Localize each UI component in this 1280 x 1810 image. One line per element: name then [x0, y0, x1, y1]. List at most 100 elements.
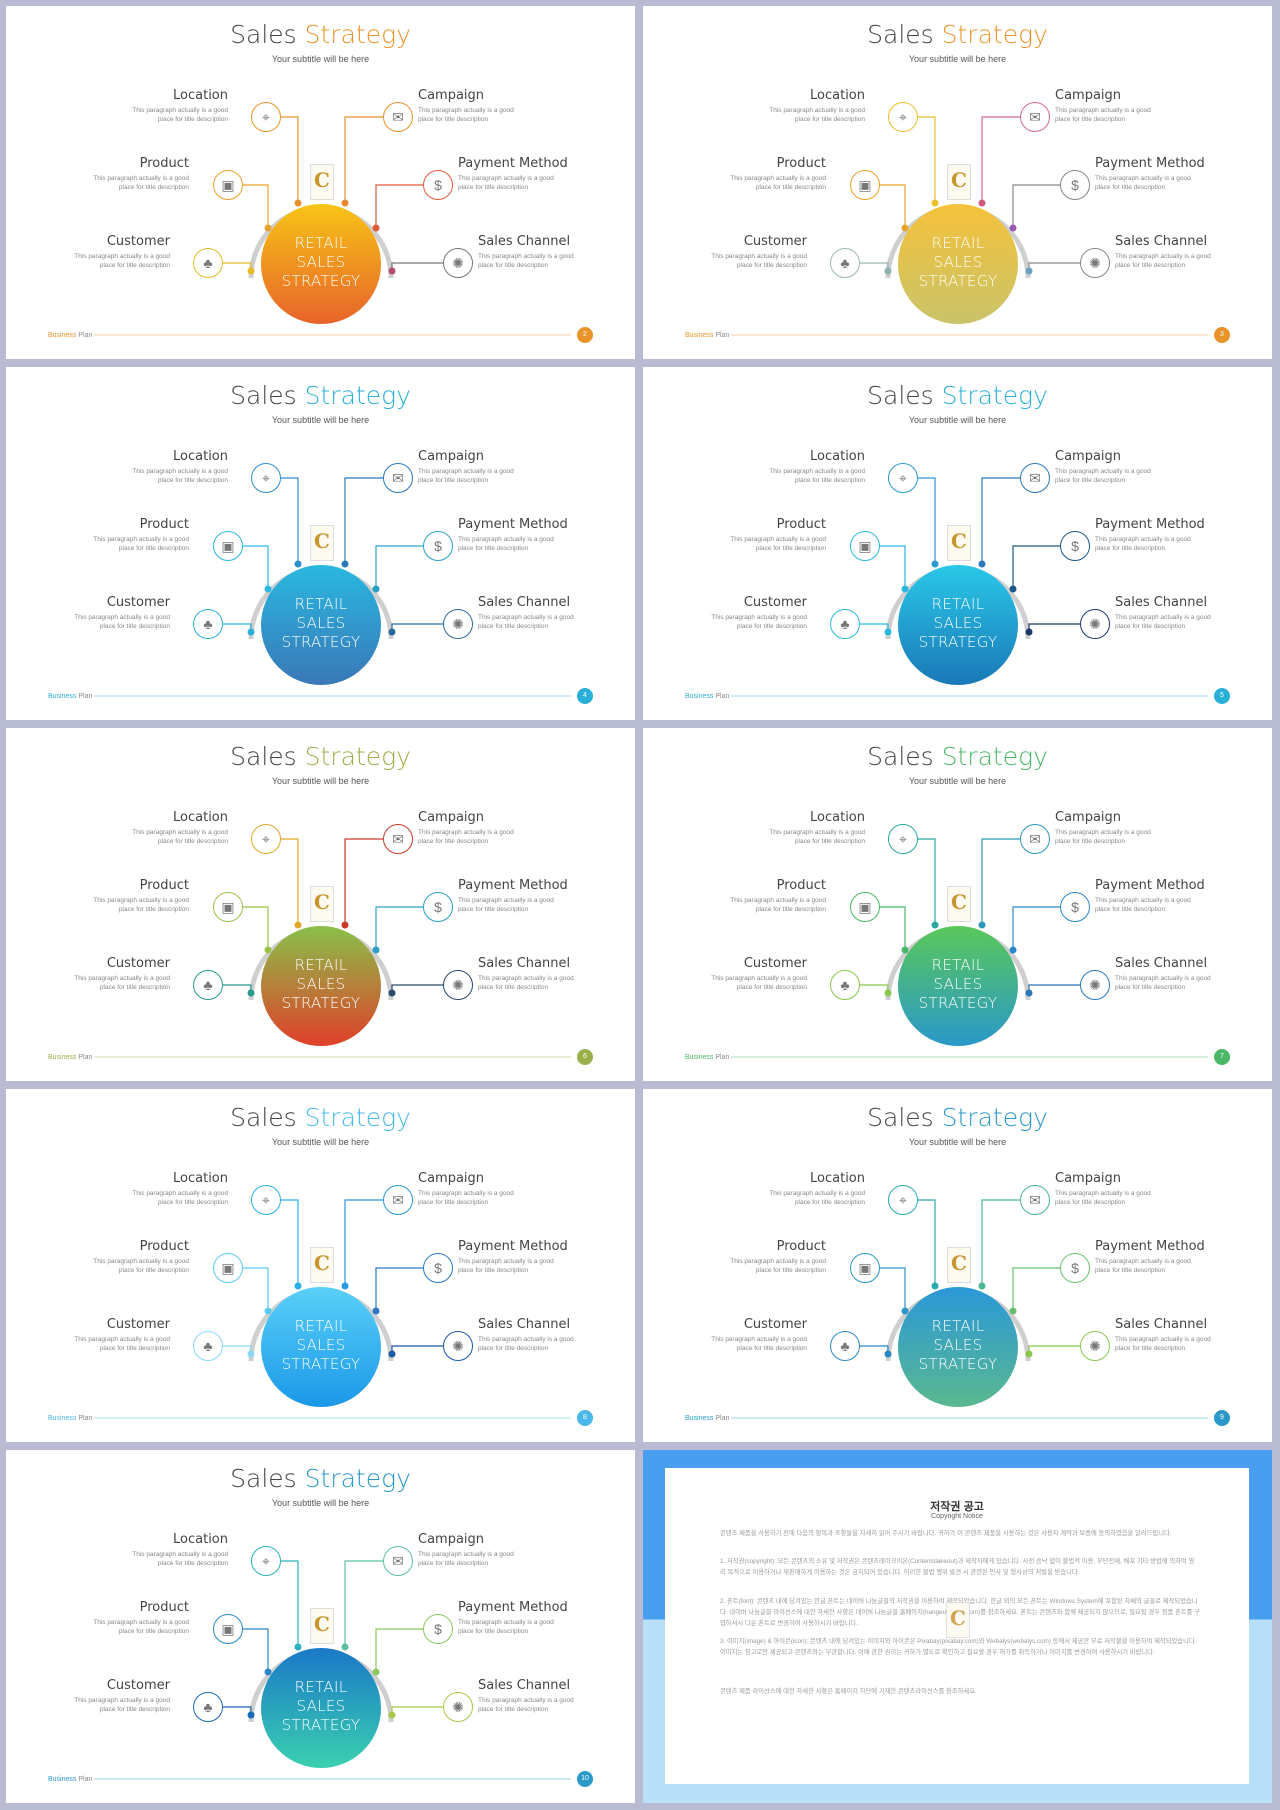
label-channel: Sales Channel — [1115, 956, 1208, 971]
desc-product: This paragraph actually is a good place f… — [730, 897, 826, 913]
slide-subtitle: Your subtitle will be here — [271, 1137, 370, 1147]
connector-line — [918, 116, 936, 203]
copyright-subtitle: Copyright Notice — [931, 1513, 983, 1520]
center-label-line: RETAIL — [294, 956, 348, 974]
slide[interactable]: Sales Strategy Your subtitle will be here… — [643, 728, 1272, 1081]
label-campaign: Campaign — [418, 1532, 485, 1547]
connector-node — [372, 946, 380, 954]
connector-node — [341, 1643, 349, 1651]
desc-payment: This paragraph actually is a good place f… — [1095, 1258, 1191, 1274]
slide[interactable]: Sales Strategy Your subtitle will be here… — [6, 367, 635, 720]
footer-brand: Business Plan — [48, 1415, 93, 1422]
box-icon: ▣ — [213, 170, 243, 200]
connector-line — [391, 1706, 443, 1715]
footer-brand: Business Plan — [685, 1415, 730, 1422]
center-label-line: STRATEGY — [918, 994, 998, 1012]
desc-campaign: This paragraph actually is a good place f… — [418, 107, 514, 123]
center-label: RETAIL SALES STRATEGY — [893, 234, 1023, 291]
slide[interactable]: Sales Strategy Your subtitle will be here… — [643, 6, 1272, 359]
footer-brand: Business Plan — [48, 1776, 93, 1783]
dollar-icon: $ — [1060, 892, 1090, 922]
copyright-title: 저작권 공고 — [930, 1501, 984, 1513]
label-location: Location — [173, 1532, 228, 1547]
network-icon: ✺ — [443, 1331, 473, 1361]
strategy-diagram — [731, 116, 1208, 336]
connector-line — [375, 906, 423, 950]
label-product: Product — [139, 1600, 189, 1615]
network-icon: ✺ — [443, 970, 473, 1000]
slide[interactable]: Sales Strategy Your subtitle will be here… — [6, 1089, 635, 1442]
title-main: Sales — [230, 381, 305, 410]
strategy-diagram — [94, 116, 571, 336]
label-channel: Sales Channel — [1115, 234, 1208, 249]
center-label-line: STRATEGY — [918, 272, 998, 290]
desc-campaign: This paragraph actually is a good place f… — [418, 1190, 514, 1206]
dollar-icon: $ — [423, 1253, 453, 1283]
center-label-line: SALES — [296, 253, 346, 271]
connector-line — [223, 623, 252, 632]
dollar-icon: $ — [423, 892, 453, 922]
label-channel: Sales Channel — [1115, 595, 1208, 610]
people-icon: ♣ — [193, 1331, 223, 1361]
desc-location: This paragraph actually is a good place f… — [769, 468, 865, 484]
footer-brand: Business Plan — [48, 332, 93, 339]
dollar-icon: $ — [1060, 1253, 1090, 1283]
center-label-line: STRATEGY — [918, 633, 998, 651]
brand-logo: C — [310, 1247, 334, 1283]
slide-subtitle: Your subtitle will be here — [908, 54, 1007, 64]
slide-subtitle: Your subtitle will be here — [271, 415, 370, 425]
label-location: Location — [173, 1171, 228, 1186]
title-accent: Strategy — [304, 1103, 411, 1132]
slide[interactable]: Sales Strategy Your subtitle will be here… — [6, 6, 635, 359]
label-location: Location — [810, 1171, 865, 1186]
copyright-paragraph: 콘텐츠 제품을 사용하기 전에 다음의 항목과 조항들을 자세히 읽어 주시기 … — [720, 1530, 1172, 1537]
desc-channel: This paragraph actually is a good place f… — [478, 253, 574, 269]
desc-campaign: This paragraph actually is a good place f… — [1055, 468, 1151, 484]
connector-node — [901, 946, 909, 954]
megaphone-icon: ✉ — [383, 1546, 413, 1576]
label-channel: Sales Channel — [478, 1317, 571, 1332]
connector-line — [880, 1267, 906, 1311]
desc-payment: This paragraph actually is a good place f… — [458, 1619, 554, 1635]
page-number-badge: 3 — [1214, 327, 1230, 343]
center-label: RETAIL SALES STRATEGY — [893, 956, 1023, 1013]
label-product: Product — [139, 1239, 189, 1254]
slide[interactable]: Sales Strategy Your subtitle will be here… — [6, 1450, 635, 1803]
page-number-badge: 2 — [577, 327, 593, 343]
connector-line — [981, 1199, 1020, 1286]
desc-location: This paragraph actually is a good place f… — [132, 829, 228, 845]
label-customer: Customer — [743, 234, 807, 249]
slide[interactable]: Sales Strategy Your subtitle will be here… — [6, 728, 635, 1081]
desc-payment: This paragraph actually is a good place f… — [458, 536, 554, 552]
label-product: Product — [139, 517, 189, 532]
center-circle — [898, 1287, 1018, 1407]
network-icon: ✺ — [1080, 1331, 1110, 1361]
label-customer: Customer — [106, 1317, 170, 1332]
people-icon: ♣ — [830, 248, 860, 278]
connector-line — [1028, 984, 1080, 993]
brand-logo: C — [947, 525, 971, 561]
slide-title: Sales Strategy — [6, 1464, 635, 1493]
copyright-slide[interactable]: 저작권 공고 Copyright Notice 콘텐츠 제품을 사용하기 전에 다음… — [643, 1450, 1272, 1803]
desc-payment: This paragraph actually is a good place f… — [1095, 536, 1191, 552]
megaphone-icon: ✉ — [383, 463, 413, 493]
desc-product: This paragraph actually is a good place f… — [730, 1258, 826, 1274]
connector-node — [294, 1643, 302, 1651]
desc-product: This paragraph actually is a good place f… — [93, 175, 189, 191]
slide[interactable]: Sales Strategy Your subtitle will be here… — [643, 1089, 1272, 1442]
slide[interactable]: Sales Strategy Your subtitle will be here… — [643, 367, 1272, 720]
center-label: RETAIL SALES STRATEGY — [256, 234, 386, 291]
connector-line — [1012, 1267, 1060, 1311]
label-location: Location — [810, 449, 865, 464]
people-icon: ♣ — [830, 609, 860, 639]
desc-customer: This paragraph actually is a good place f… — [74, 975, 170, 991]
strategy-diagram — [94, 477, 571, 697]
label-campaign: Campaign — [1055, 1171, 1122, 1186]
desc-location: This paragraph actually is a good place f… — [132, 107, 228, 123]
desc-location: This paragraph actually is a good place f… — [769, 829, 865, 845]
people-icon: ♣ — [830, 970, 860, 1000]
desc-payment: This paragraph actually is a good place f… — [458, 175, 554, 191]
connector-node — [247, 989, 255, 997]
connector-node — [884, 628, 892, 636]
dollar-icon: $ — [423, 531, 453, 561]
